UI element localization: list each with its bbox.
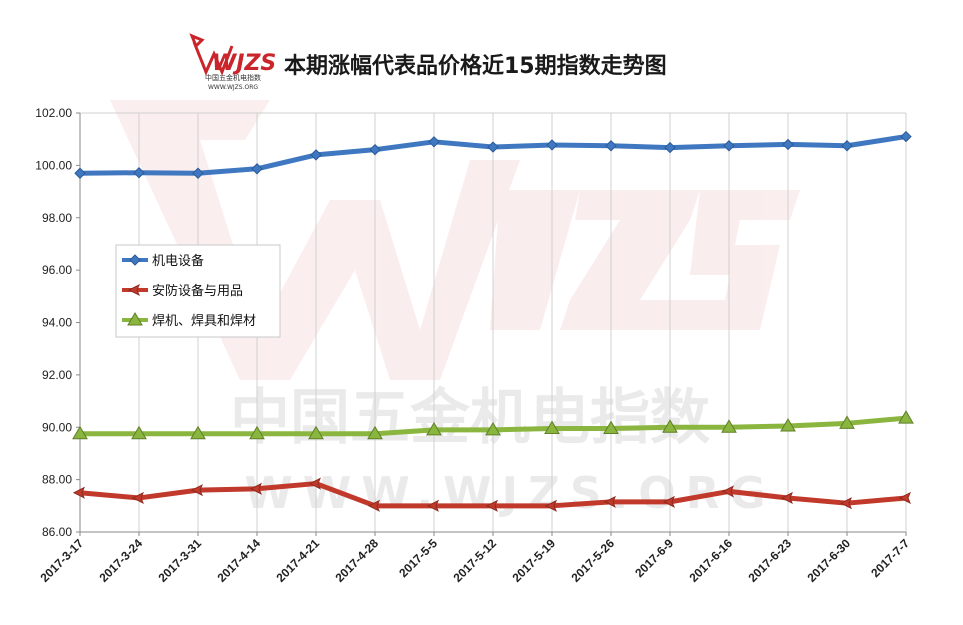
x-tick-label: 2017-3-17: [38, 536, 87, 585]
legend-label: 焊机、焊具和焊材: [152, 313, 256, 329]
data-point-diamond: [546, 139, 558, 151]
data-point-triangle: [603, 420, 619, 435]
y-tick-label: 88.00: [42, 473, 72, 487]
watermark-letter-z: [560, 190, 700, 330]
x-tick-label: 2017-7-7: [868, 536, 912, 580]
logo-text: WJZS: [212, 51, 276, 76]
data-point-arrow: [898, 491, 911, 504]
watermark-cn-text: 中国五金机电指数: [230, 383, 710, 453]
data-point-triangle: [780, 417, 796, 432]
x-tick-label: 2017-6-16: [687, 536, 736, 585]
chart-series: [72, 130, 914, 512]
chart-title: 本期涨幅代表品价格近15期指数走势图: [284, 53, 667, 79]
x-tick-label: 2017-5-5: [396, 536, 440, 580]
x-tick-label: 2017-6-9: [632, 536, 676, 580]
data-point-diamond: [664, 141, 676, 154]
watermark-letter-s: [665, 190, 800, 330]
data-point-diamond: [74, 167, 86, 179]
logo-subtitle-cn: 中国五金机电指数: [205, 73, 261, 82]
data-point-triangle: [662, 419, 678, 433]
data-point-arrow: [426, 499, 439, 512]
data-point-triangle: [72, 425, 88, 440]
data-point-diamond: [900, 130, 912, 143]
data-point-diamond: [605, 140, 617, 152]
y-tick-label: 92.00: [42, 368, 72, 382]
data-point-triangle: [308, 425, 324, 440]
legend-item: 焊机、焊具和焊材: [122, 312, 256, 329]
y-tick-label: 94.00: [42, 316, 72, 330]
series-0: [74, 130, 912, 179]
data-point-triangle: [721, 419, 737, 433]
data-point-triangle: [898, 410, 914, 424]
data-point-arrow: [131, 491, 144, 504]
x-tick-label: 2017-3-24: [97, 536, 146, 585]
data-point-arrow: [367, 499, 380, 512]
data-point-triangle: [426, 421, 442, 436]
data-point-diamond: [133, 167, 145, 179]
x-tick-label: 2017-5-26: [569, 536, 618, 585]
data-point-diamond: [487, 141, 499, 153]
x-tick-label: 2017-6-30: [805, 536, 854, 585]
data-point-arrow: [190, 484, 203, 497]
data-point-arrow: [839, 497, 852, 510]
data-point-diamond: [841, 140, 853, 152]
data-point-arrow: [72, 486, 85, 499]
y-axis-ticks: 86.00 88.00 90.00 92.00 94.00 96.00 98.00 100.0…: [35, 106, 80, 539]
data-point-diamond: [251, 163, 263, 175]
data-point-arrow: [308, 477, 321, 490]
legend-label: 机电设备: [152, 253, 204, 269]
data-point-arrow: [127, 283, 140, 297]
watermark-url-text: WWW.WJZS.ORG: [244, 468, 775, 519]
data-point-diamond: [310, 149, 322, 161]
data-point-arrow: [721, 485, 734, 498]
data-point-triangle: [249, 425, 265, 440]
data-point-diamond: [192, 167, 204, 179]
data-point-triangle: [839, 415, 855, 429]
x-tick-label: 2017-5-19: [510, 536, 559, 585]
x-tick-label: 2017-5-12: [451, 536, 500, 585]
data-point-diamond: [782, 138, 794, 151]
x-tick-label: 2017-6-23: [746, 536, 795, 585]
logo-arrow-icon: [189, 33, 234, 76]
x-tick-label: 2017-4-14: [215, 536, 264, 585]
data-point-triangle: [127, 312, 143, 326]
x-axis-ticks: 2017-3-17 2017-3-24 2017-3-31 2017-4-14 2017…: [38, 532, 912, 585]
data-point-arrow: [780, 491, 793, 504]
legend-label: 安防设备与用品: [152, 283, 243, 299]
data-point-triangle: [131, 425, 147, 440]
series-1: [72, 477, 911, 512]
data-point-triangle: [190, 425, 206, 440]
data-point-arrow: [485, 499, 498, 512]
y-tick-label: 100.00: [35, 158, 72, 172]
y-tick-label: 96.00: [42, 263, 72, 277]
watermark-letter-j: [490, 190, 580, 330]
logo-subtitle-url: WWW.WJZS.ORG: [208, 84, 258, 91]
series-2: [72, 410, 914, 440]
brand-logo: WJZS 中国五金机电指数 WWW.WJZS.ORG: [189, 33, 276, 91]
legend-item: 安防设备与用品: [122, 283, 243, 299]
data-point-diamond: [428, 136, 440, 148]
data-point-arrow: [249, 482, 262, 495]
data-point-diamond: [723, 140, 735, 152]
y-tick-label: 86.00: [42, 525, 72, 539]
data-point-triangle: [544, 420, 560, 435]
x-tick-label: 2017-3-31: [156, 536, 205, 585]
data-point-arrow: [544, 499, 557, 512]
legend-item: 机电设备: [122, 253, 204, 269]
data-point-triangle: [367, 425, 383, 440]
data-point-arrow: [603, 495, 616, 508]
data-point-arrow: [662, 495, 675, 508]
y-tick-label: 98.00: [42, 211, 72, 225]
x-tick-label: 2017-4-28: [333, 536, 382, 585]
y-tick-label: 102.00: [35, 106, 72, 120]
data-point-diamond: [369, 143, 381, 156]
x-tick-label: 2017-4-21: [274, 536, 323, 585]
data-point-diamond: [129, 254, 141, 266]
y-tick-label: 90.00: [42, 420, 72, 434]
data-point-triangle: [485, 421, 501, 436]
